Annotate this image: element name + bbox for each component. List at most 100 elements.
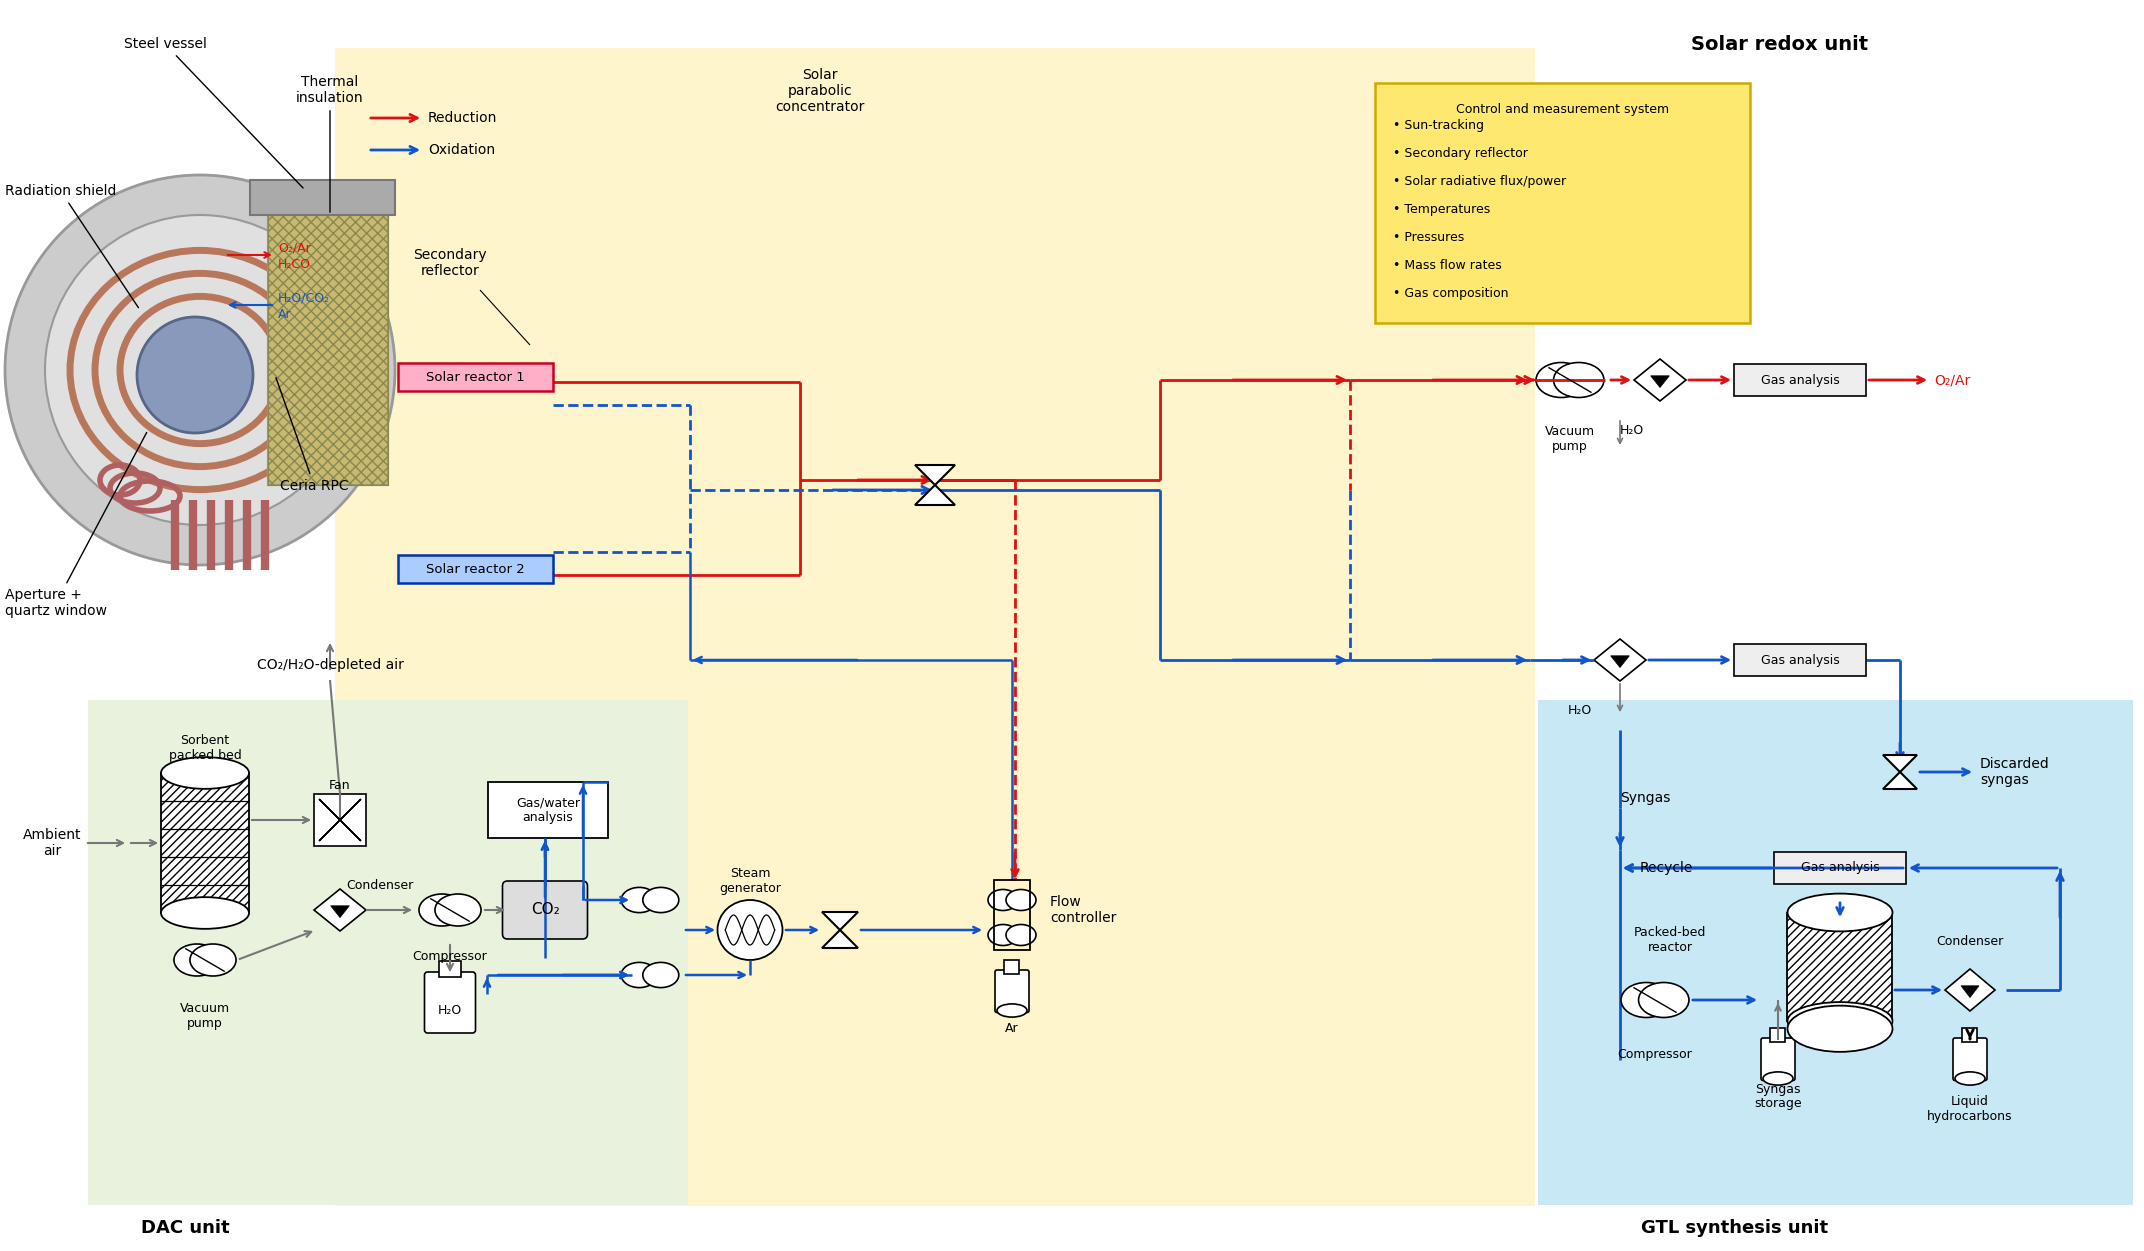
Text: Ar: Ar bbox=[1006, 1022, 1018, 1035]
Ellipse shape bbox=[435, 894, 480, 926]
Ellipse shape bbox=[1788, 893, 1893, 932]
Text: H₂CO: H₂CO bbox=[279, 258, 311, 270]
Text: • Sun-tracking: • Sun-tracking bbox=[1394, 119, 1484, 131]
Polygon shape bbox=[1651, 375, 1670, 388]
Ellipse shape bbox=[1535, 363, 1587, 398]
Text: • Solar radiative flux/power: • Solar radiative flux/power bbox=[1394, 174, 1565, 188]
Text: Radiation shield: Radiation shield bbox=[4, 184, 139, 308]
Ellipse shape bbox=[137, 317, 253, 433]
Polygon shape bbox=[821, 929, 858, 948]
Polygon shape bbox=[319, 799, 360, 841]
Bar bbox=[440, 961, 461, 977]
Text: Packed-bed
reactor: Packed-bed reactor bbox=[1634, 926, 1707, 955]
Bar bbox=[399, 555, 553, 583]
Bar bbox=[1771, 1028, 1786, 1042]
FancyBboxPatch shape bbox=[995, 970, 1029, 1012]
Ellipse shape bbox=[1621, 982, 1672, 1017]
Bar bbox=[1788, 912, 1893, 1021]
Ellipse shape bbox=[1955, 1072, 1985, 1085]
Text: • Pressures: • Pressures bbox=[1394, 230, 1464, 244]
Ellipse shape bbox=[1788, 1002, 1893, 1040]
Polygon shape bbox=[915, 485, 954, 505]
Text: Compressor: Compressor bbox=[1617, 1048, 1692, 1061]
Text: DAC unit: DAC unit bbox=[142, 1218, 229, 1237]
Ellipse shape bbox=[643, 887, 680, 912]
Ellipse shape bbox=[161, 897, 249, 928]
Text: Ceria RPC: Ceria RPC bbox=[277, 378, 349, 493]
Text: Discarded
syngas: Discarded syngas bbox=[1981, 757, 2050, 787]
Text: Syngas
storage: Syngas storage bbox=[1754, 1082, 1801, 1111]
Text: Ambient
air: Ambient air bbox=[24, 828, 81, 858]
Text: Thermal
insulation: Thermal insulation bbox=[296, 75, 364, 213]
Polygon shape bbox=[330, 906, 349, 917]
Ellipse shape bbox=[988, 924, 1018, 946]
Text: Condenser: Condenser bbox=[1936, 934, 2005, 948]
Bar bbox=[1006, 960, 1021, 975]
Text: Liquid
hydrocarbons: Liquid hydrocarbons bbox=[1927, 1095, 2013, 1123]
Bar bbox=[88, 701, 688, 1205]
Polygon shape bbox=[313, 889, 367, 931]
Ellipse shape bbox=[622, 887, 658, 912]
Bar bbox=[313, 794, 367, 846]
Text: H₂O: H₂O bbox=[437, 1005, 463, 1017]
Bar bbox=[251, 180, 394, 215]
Text: Syngas: Syngas bbox=[1621, 791, 1670, 804]
Text: Gas analysis: Gas analysis bbox=[1801, 862, 1880, 874]
Text: Condenser: Condenser bbox=[347, 879, 414, 892]
Bar bbox=[268, 205, 388, 485]
Text: Sorbent
packed bed: Sorbent packed bed bbox=[169, 734, 242, 762]
Bar bbox=[1734, 644, 1865, 676]
Text: • Temperatures: • Temperatures bbox=[1394, 203, 1490, 215]
Text: CO₂: CO₂ bbox=[530, 902, 560, 917]
Text: Solar reactor 2: Solar reactor 2 bbox=[427, 563, 525, 575]
Text: Ar: Ar bbox=[279, 308, 292, 320]
Ellipse shape bbox=[161, 757, 249, 789]
Text: • Secondary reflector: • Secondary reflector bbox=[1394, 146, 1529, 159]
Polygon shape bbox=[1945, 970, 1996, 1011]
Polygon shape bbox=[1962, 986, 1979, 997]
Ellipse shape bbox=[1006, 924, 1036, 946]
Text: O₂/Ar: O₂/Ar bbox=[279, 241, 311, 254]
Bar bbox=[995, 879, 1029, 950]
Text: • Mass flow rates: • Mass flow rates bbox=[1394, 259, 1501, 271]
Ellipse shape bbox=[988, 889, 1018, 911]
Ellipse shape bbox=[191, 945, 236, 976]
Bar bbox=[268, 205, 388, 485]
Ellipse shape bbox=[1788, 1006, 1893, 1052]
Polygon shape bbox=[1593, 639, 1647, 681]
Text: Secondary
reflector: Secondary reflector bbox=[414, 248, 487, 278]
Ellipse shape bbox=[174, 945, 221, 976]
Polygon shape bbox=[821, 912, 858, 929]
Ellipse shape bbox=[1006, 889, 1036, 911]
FancyBboxPatch shape bbox=[1953, 1038, 1987, 1081]
Text: Vacuum
pump: Vacuum pump bbox=[1546, 425, 1595, 453]
Text: Gas analysis: Gas analysis bbox=[1760, 374, 1840, 387]
Text: H₂O/CO₂: H₂O/CO₂ bbox=[279, 291, 330, 304]
Text: Steam
generator: Steam generator bbox=[718, 867, 780, 894]
Ellipse shape bbox=[1554, 363, 1604, 398]
Text: Steel vessel: Steel vessel bbox=[124, 38, 302, 188]
Ellipse shape bbox=[1762, 1072, 1792, 1085]
Text: Fan: Fan bbox=[330, 779, 352, 792]
FancyBboxPatch shape bbox=[502, 881, 587, 940]
Bar bbox=[399, 363, 553, 392]
Bar bbox=[1374, 83, 1750, 323]
Text: H₂O: H₂O bbox=[1567, 703, 1593, 717]
Text: Compressor: Compressor bbox=[412, 950, 487, 963]
Bar bbox=[489, 782, 609, 838]
Ellipse shape bbox=[622, 962, 658, 987]
Text: H₂O: H₂O bbox=[1621, 424, 1644, 437]
Text: Control and measurement system: Control and measurement system bbox=[1456, 103, 1668, 116]
Polygon shape bbox=[1634, 359, 1685, 402]
Ellipse shape bbox=[718, 899, 783, 960]
Text: Gas/water
analysis: Gas/water analysis bbox=[517, 796, 581, 824]
Bar bbox=[1537, 701, 2133, 1205]
Text: Solar reactor 1: Solar reactor 1 bbox=[427, 370, 525, 384]
Text: Flow
controller: Flow controller bbox=[1051, 894, 1117, 924]
Text: Gas analysis: Gas analysis bbox=[1760, 653, 1840, 667]
Ellipse shape bbox=[1638, 982, 1689, 1017]
Text: Oxidation: Oxidation bbox=[429, 143, 495, 156]
Ellipse shape bbox=[45, 215, 356, 525]
FancyBboxPatch shape bbox=[425, 972, 476, 1033]
Bar bbox=[1962, 1028, 1977, 1042]
